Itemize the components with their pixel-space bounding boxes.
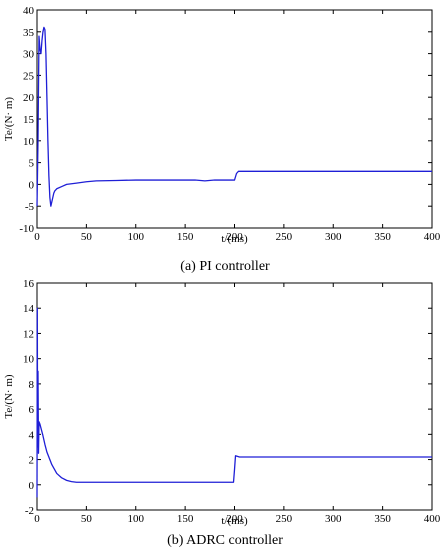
x-tick-label: 0 xyxy=(34,231,40,243)
x-tick-label: 250 xyxy=(276,231,293,243)
series-line xyxy=(36,307,432,498)
x-tick-label: 150 xyxy=(177,231,194,243)
y-axis-label: Te/(N· m) xyxy=(3,97,15,141)
y-tick-label: 5 xyxy=(29,158,35,170)
x-tick-label: 350 xyxy=(374,513,391,525)
x-tick-label: 300 xyxy=(325,513,342,525)
x-axis-label: t/(ms) xyxy=(221,233,248,245)
y-tick-label: 16 xyxy=(23,278,35,290)
x-tick-label: 0 xyxy=(34,513,40,525)
series-line xyxy=(36,26,432,207)
y-tick-label: 0 xyxy=(29,480,35,492)
y-tick-label: 10 xyxy=(23,354,35,366)
y-tick-label: 12 xyxy=(23,328,34,340)
x-tick-label: 250 xyxy=(276,513,293,525)
y-tick-label: -5 xyxy=(25,201,35,213)
y-tick-label: 6 xyxy=(29,404,35,416)
y-tick-label: 14 xyxy=(23,303,35,315)
x-tick-label: 50 xyxy=(81,513,93,525)
chart-pi-controller: 0 50 100 150 200 250 300 350 400 -10 -5 0 5 10 15 20 25 3… xyxy=(3,5,441,274)
y-axis-label: Te/(N· m) xyxy=(3,374,15,418)
caption-adrc: (b) ADRC controller xyxy=(167,533,283,548)
y-tick-label: 8 xyxy=(29,379,35,391)
chart-adrc-controller: 0 50 100 150 200 250 300 350 400-20246810121416t… xyxy=(3,278,441,548)
y-tick-label: 25 xyxy=(23,70,35,82)
plot-area-pi xyxy=(36,9,433,229)
caption-pi: (a) PI controller xyxy=(180,259,270,274)
y-tick-label: 20 xyxy=(23,92,35,104)
x-tick-label: 400 xyxy=(424,231,441,243)
x-tick-label: 350 xyxy=(374,231,391,243)
y-tick-label: 30 xyxy=(23,49,35,61)
y-tick-label: -2 xyxy=(25,505,34,517)
x-tick-label: 150 xyxy=(177,513,194,525)
y-tick-label: -10 xyxy=(19,223,34,235)
y-tick-label: 15 xyxy=(23,114,35,126)
y-tick-label: 0 xyxy=(29,179,35,191)
x-tick-label: 200 xyxy=(226,231,243,243)
x-tick-label: 100 xyxy=(128,231,145,243)
y-tick-label: 2 xyxy=(29,455,35,467)
x-tick-label: 100 xyxy=(128,513,145,525)
x-tick-label: 400 xyxy=(424,513,441,525)
x-tick-label: 200 xyxy=(226,513,243,525)
x-axis-label: t/(ms) xyxy=(221,515,248,527)
y-tick-label: 40 xyxy=(23,5,35,17)
x-tick-label: 300 xyxy=(325,231,342,243)
x-tick-label: 50 xyxy=(81,231,93,243)
y-tick-label: 10 xyxy=(23,136,35,148)
y-tick-label: 4 xyxy=(29,429,35,441)
y-tick-label: 35 xyxy=(23,27,35,39)
